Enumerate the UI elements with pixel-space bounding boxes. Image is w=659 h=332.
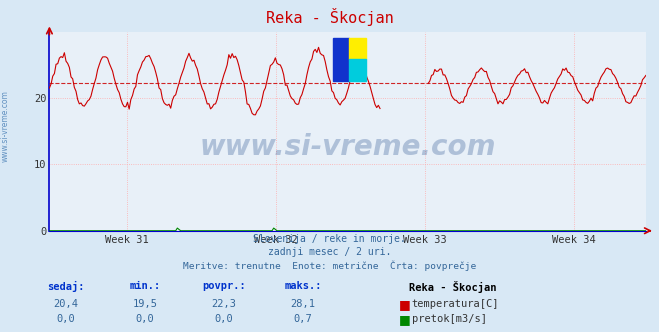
Text: zadnji mesec / 2 uri.: zadnji mesec / 2 uri. (268, 247, 391, 257)
Text: Meritve: trenutne  Enote: metrične  Črta: povprečje: Meritve: trenutne Enote: metrične Črta: … (183, 261, 476, 271)
Text: ■: ■ (399, 313, 411, 326)
Text: Slovenija / reke in morje.: Slovenija / reke in morje. (253, 234, 406, 244)
Text: 19,5: 19,5 (132, 299, 158, 309)
Text: povpr.:: povpr.: (202, 281, 246, 290)
Text: 28,1: 28,1 (291, 299, 316, 309)
Text: www.si-vreme.com: www.si-vreme.com (200, 133, 496, 161)
Text: www.si-vreme.com: www.si-vreme.com (1, 90, 10, 162)
Bar (349, 59, 366, 81)
Text: 0,0: 0,0 (57, 314, 75, 324)
Text: sedaj:: sedaj: (47, 281, 84, 291)
Text: 0,0: 0,0 (215, 314, 233, 324)
Text: Reka - Škocjan: Reka - Škocjan (266, 8, 393, 26)
Text: ■: ■ (399, 298, 411, 311)
Bar (349, 38, 366, 59)
Text: pretok[m3/s]: pretok[m3/s] (412, 314, 487, 324)
Text: 0,0: 0,0 (136, 314, 154, 324)
Text: min.:: min.: (129, 281, 161, 290)
Text: Reka - Škocjan: Reka - Škocjan (409, 281, 496, 292)
Bar (333, 38, 349, 81)
Text: 22,3: 22,3 (212, 299, 237, 309)
Text: maks.:: maks.: (285, 281, 322, 290)
Text: 20,4: 20,4 (53, 299, 78, 309)
Text: temperatura[C]: temperatura[C] (412, 299, 500, 309)
Text: 0,7: 0,7 (294, 314, 312, 324)
